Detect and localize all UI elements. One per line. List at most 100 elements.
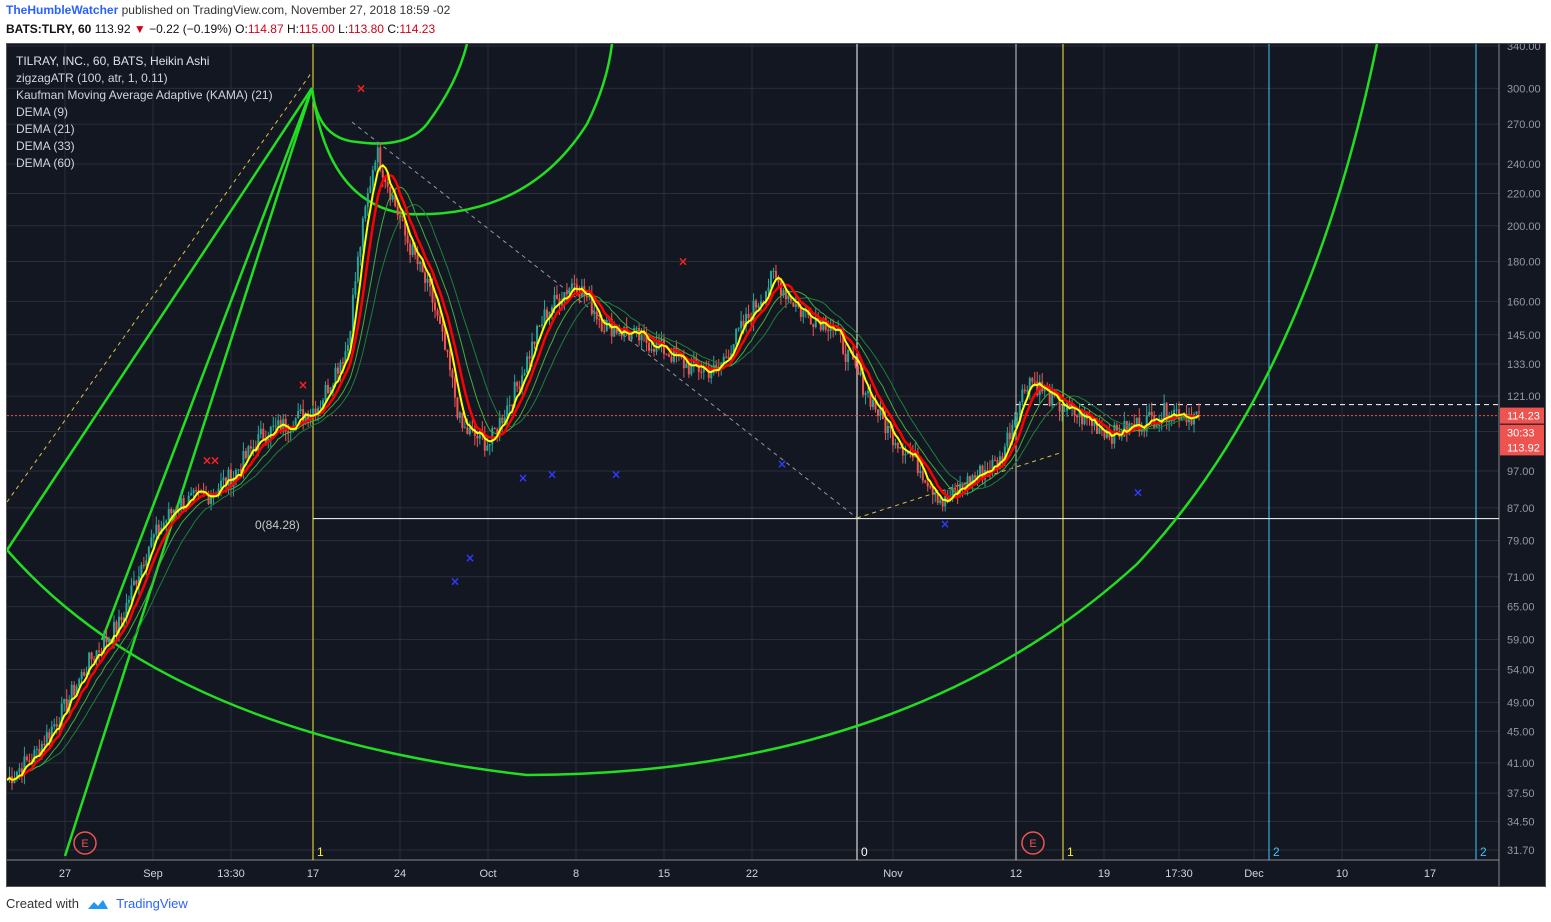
gann-fan-line-1 xyxy=(7,87,314,551)
legend-zigzag[interactable]: zigzagATR (100, atr, 1, 0.11) xyxy=(16,71,168,85)
candle-body xyxy=(628,332,631,340)
candle-body xyxy=(896,443,899,449)
candle xyxy=(346,337,349,359)
candle-body xyxy=(946,496,949,501)
candle xyxy=(8,766,11,784)
candle xyxy=(1001,452,1004,465)
candle xyxy=(364,204,367,222)
candle-body xyxy=(1013,419,1016,425)
candle xyxy=(727,349,730,359)
last-price: 113.92 xyxy=(94,22,131,36)
legend-dema-60[interactable]: DEMA (60) xyxy=(16,156,75,170)
candle-body xyxy=(944,496,947,507)
legend-dema-21[interactable]: DEMA (21) xyxy=(16,122,75,136)
candle xyxy=(327,378,330,395)
candle-body xyxy=(956,489,959,494)
candle-body xyxy=(959,483,962,494)
candle xyxy=(988,460,991,480)
candle-body xyxy=(336,367,339,374)
candle-body xyxy=(1175,409,1178,411)
candle xyxy=(461,412,464,432)
candle-body xyxy=(98,650,101,652)
candle-body xyxy=(513,382,516,406)
dema-60-line xyxy=(7,204,1200,781)
candle xyxy=(65,689,68,713)
candle-body xyxy=(466,427,469,435)
candle-body xyxy=(416,255,419,265)
candle xyxy=(371,165,374,192)
candle-body xyxy=(645,333,648,343)
candle-body xyxy=(526,356,529,373)
candle xyxy=(737,327,740,332)
footer: Created with TradingView xyxy=(6,896,188,911)
candle-body xyxy=(411,244,414,255)
candle-body xyxy=(653,349,656,352)
candle-body xyxy=(700,371,703,373)
candle-body xyxy=(926,482,929,487)
candle-body xyxy=(789,295,792,303)
candle-body xyxy=(25,756,28,761)
legend-dema-9[interactable]: DEMA (9) xyxy=(16,105,69,119)
candle-body xyxy=(752,300,755,322)
chart-svg[interactable]: 31.70 34.50 37.50 41.00 45.00 49.00 54.00 59.00… xyxy=(7,44,1545,886)
candle-body xyxy=(1090,419,1093,426)
candle-body xyxy=(379,147,382,171)
change-value: −0.22 (−0.19%) xyxy=(149,22,232,36)
candle-body xyxy=(1140,430,1143,432)
candle xyxy=(767,278,770,296)
candle-body xyxy=(83,672,86,676)
candle-body xyxy=(690,362,693,375)
candle-body xyxy=(1123,421,1126,437)
indicator-legend: TILRAY, INC., 60, BATS, Heikin Ashi zigz… xyxy=(16,53,273,172)
candle-body xyxy=(921,471,924,481)
candle xyxy=(819,318,822,332)
candle-body xyxy=(687,363,690,375)
author-link[interactable]: TheHumbleWatcher xyxy=(6,3,119,17)
created-with-text: Created with xyxy=(6,896,79,911)
candle xyxy=(100,647,103,658)
candle xyxy=(740,310,743,336)
candle-body xyxy=(130,585,133,600)
candle-body xyxy=(727,356,730,359)
candle-body xyxy=(1021,389,1024,403)
y-tick-label: 49.00 xyxy=(1507,697,1535,709)
candle-body xyxy=(991,459,994,473)
legend-kama[interactable]: Kaufman Moving Average Adaptive (KAMA) (… xyxy=(16,88,273,102)
candle-body xyxy=(548,311,551,318)
candle xyxy=(463,420,466,429)
candle-body xyxy=(757,305,760,308)
zigzag-marker: × xyxy=(940,517,950,531)
x-tick-label: 27 xyxy=(59,868,71,880)
candle xyxy=(926,478,929,492)
y-tick-label: 31.70 xyxy=(1507,845,1535,857)
candle-body xyxy=(1048,389,1051,406)
candle-body xyxy=(434,302,437,311)
candle xyxy=(1138,408,1141,437)
candle xyxy=(314,400,317,421)
candle-body xyxy=(777,277,780,283)
candle xyxy=(645,326,648,352)
candle-body xyxy=(993,459,996,461)
candle xyxy=(182,495,185,512)
candle xyxy=(774,264,777,280)
candle-body xyxy=(884,419,887,434)
candle-body xyxy=(341,362,344,364)
candle-body xyxy=(665,354,668,356)
tradingview-brand[interactable]: TradingView xyxy=(116,896,188,911)
candle-body xyxy=(257,434,260,452)
candle xyxy=(60,696,63,732)
candle-body xyxy=(294,418,297,431)
legend-title[interactable]: TILRAY, INC., 60, BATS, Heikin Ashi xyxy=(16,54,210,68)
legend-dema-33[interactable]: DEMA (33) xyxy=(16,139,75,153)
candle-body xyxy=(792,302,795,307)
candle xyxy=(468,421,471,437)
candle-body xyxy=(931,486,934,495)
candle xyxy=(563,291,566,311)
candle xyxy=(896,441,899,453)
candle xyxy=(299,404,302,414)
candle-body xyxy=(75,686,78,696)
chart-panel[interactable]: 31.70 34.50 37.50 41.00 45.00 49.00 54.00 59.00… xyxy=(6,43,1546,887)
candle xyxy=(356,251,359,284)
y-tick-label: 145.00 xyxy=(1507,330,1541,342)
candle-body xyxy=(419,261,422,265)
